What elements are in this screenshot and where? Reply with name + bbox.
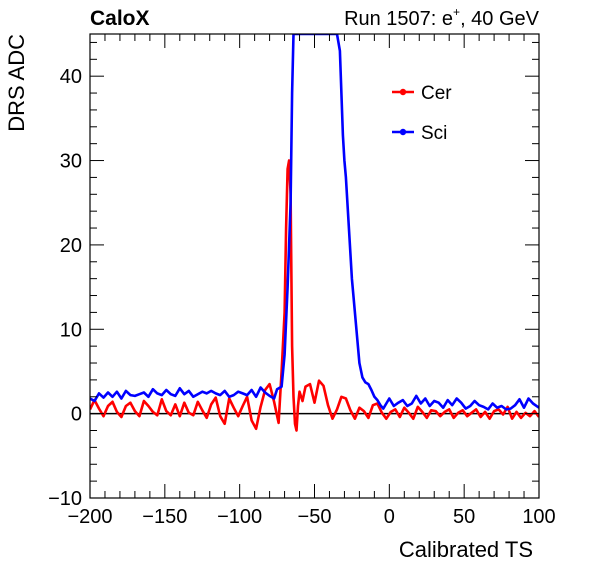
experiment-label: CaloX	[90, 7, 150, 30]
x-tick-label: 50	[453, 506, 475, 528]
run-label: Run 1507: e+, 40 GeV	[344, 5, 540, 30]
x-tick-label: −200	[67, 506, 112, 528]
y-tick-label: 10	[60, 319, 82, 341]
x-tick-label: 100	[522, 506, 555, 528]
run-label-superscript: +	[453, 5, 460, 19]
legend: Cer Sci	[392, 83, 452, 144]
run-label-suffix: , 40 GeV	[460, 8, 540, 30]
run-label-prefix: Run 1507: e	[344, 8, 453, 30]
series-line-sci	[90, 34, 539, 411]
y-tick-label: −10	[48, 488, 82, 510]
y-tick-label: 30	[60, 151, 82, 173]
y-tick-label: 0	[71, 404, 82, 426]
y-tick-label: 40	[60, 66, 82, 88]
legend-marker-cer	[399, 88, 407, 96]
legend-label-cer: Cer	[421, 83, 452, 104]
x-tick-label: −50	[298, 506, 332, 528]
y-axis-title: DRS ADC	[4, 34, 29, 132]
x-tick-label: 0	[384, 506, 395, 528]
plot-frame	[89, 33, 540, 499]
series-line-cer	[90, 159, 539, 432]
legend-label-sci: Sci	[421, 123, 447, 144]
series-layer	[90, 34, 539, 432]
x-tick-label: −100	[217, 506, 262, 528]
x-axis-title: Calibrated TS	[399, 537, 533, 562]
legend-marker-sci	[399, 128, 407, 136]
y-tick-label: 20	[60, 235, 82, 257]
x-tick-label: −150	[142, 506, 187, 528]
